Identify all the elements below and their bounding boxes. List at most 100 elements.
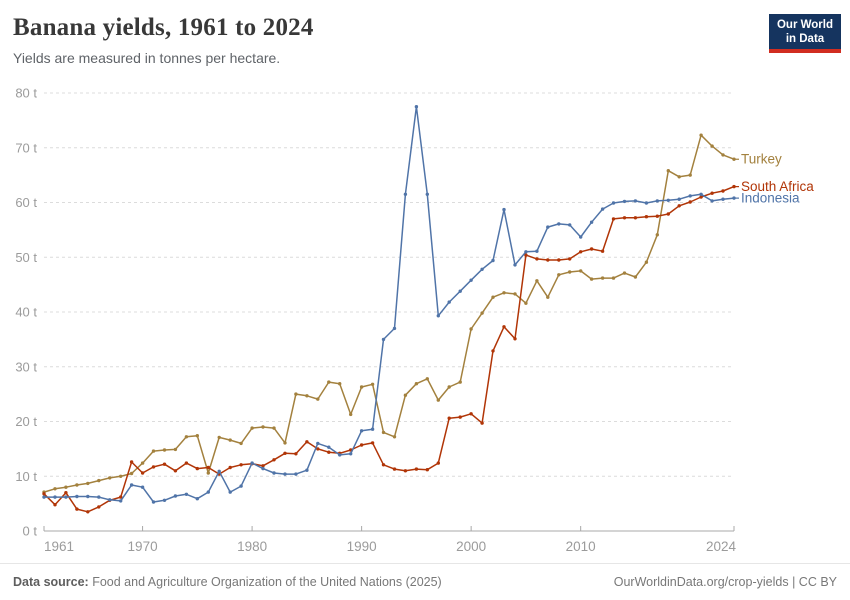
- data-point-south-africa[interactable]: [579, 250, 583, 254]
- data-point-indonesia[interactable]: [338, 453, 342, 457]
- data-point-turkey[interactable]: [568, 270, 572, 274]
- data-point-turkey[interactable]: [381, 430, 386, 435]
- data-point-turkey[interactable]: [316, 397, 320, 401]
- data-point-south-africa[interactable]: [480, 421, 484, 425]
- data-point-indonesia[interactable]: [129, 483, 134, 487]
- data-point-indonesia[interactable]: [392, 326, 397, 331]
- data-point-indonesia[interactable]: [524, 250, 528, 254]
- data-point-south-africa[interactable]: [655, 214, 659, 218]
- data-point-turkey[interactable]: [272, 426, 276, 430]
- data-point-indonesia[interactable]: [469, 278, 473, 282]
- data-point-indonesia[interactable]: [173, 494, 178, 498]
- data-point-turkey[interactable]: [403, 393, 408, 397]
- data-point-south-africa[interactable]: [359, 443, 364, 447]
- data-point-indonesia[interactable]: [622, 199, 627, 204]
- data-point-indonesia[interactable]: [414, 105, 419, 109]
- data-point-turkey[interactable]: [414, 382, 419, 386]
- data-point-turkey[interactable]: [655, 233, 659, 237]
- data-point-turkey[interactable]: [513, 292, 517, 296]
- data-point-south-africa[interactable]: [721, 189, 725, 193]
- data-point-south-africa[interactable]: [677, 204, 681, 208]
- data-point-south-africa[interactable]: [327, 450, 331, 454]
- data-point-indonesia[interactable]: [600, 207, 605, 211]
- data-point-south-africa[interactable]: [688, 200, 692, 204]
- data-point-indonesia[interactable]: [349, 452, 353, 456]
- data-point-south-africa[interactable]: [611, 217, 616, 221]
- data-point-indonesia[interactable]: [546, 225, 550, 229]
- data-point-indonesia[interactable]: [316, 441, 320, 446]
- data-point-indonesia[interactable]: [359, 429, 364, 433]
- data-point-indonesia[interactable]: [655, 199, 659, 203]
- data-point-south-africa[interactable]: [436, 461, 440, 465]
- data-point-turkey[interactable]: [97, 478, 101, 483]
- data-point-indonesia[interactable]: [513, 263, 517, 267]
- data-point-indonesia[interactable]: [589, 220, 594, 224]
- data-point-turkey[interactable]: [677, 175, 681, 179]
- data-point-south-africa[interactable]: [305, 440, 309, 444]
- data-point-south-africa[interactable]: [228, 465, 232, 470]
- data-point-turkey[interactable]: [228, 438, 232, 442]
- data-point-south-africa[interactable]: [140, 471, 145, 475]
- data-point-turkey[interactable]: [502, 291, 506, 295]
- data-point-indonesia[interactable]: [370, 427, 375, 431]
- data-point-indonesia[interactable]: [75, 494, 79, 499]
- data-point-turkey[interactable]: [579, 269, 583, 273]
- data-point-south-africa[interactable]: [710, 191, 714, 195]
- data-point-turkey[interactable]: [195, 434, 199, 438]
- data-point-indonesia[interactable]: [568, 223, 572, 227]
- data-point-south-africa[interactable]: [283, 451, 287, 455]
- data-point-indonesia[interactable]: [699, 192, 703, 196]
- data-point-south-africa[interactable]: [86, 510, 90, 514]
- data-point-turkey[interactable]: [108, 476, 112, 480]
- data-point-indonesia[interactable]: [283, 472, 287, 476]
- data-point-indonesia[interactable]: [86, 494, 90, 499]
- data-point-indonesia[interactable]: [677, 197, 681, 201]
- data-point-indonesia[interactable]: [250, 461, 254, 465]
- data-point-south-africa[interactable]: [568, 257, 572, 261]
- data-point-indonesia[interactable]: [688, 194, 692, 198]
- data-point-indonesia[interactable]: [579, 235, 583, 239]
- data-point-south-africa[interactable]: [425, 468, 429, 472]
- data-point-turkey[interactable]: [535, 279, 539, 283]
- data-point-south-africa[interactable]: [97, 505, 101, 509]
- data-point-indonesia[interactable]: [644, 201, 649, 205]
- data-point-turkey[interactable]: [721, 153, 725, 157]
- data-point-south-africa[interactable]: [75, 507, 79, 511]
- data-point-south-africa[interactable]: [184, 461, 189, 465]
- owid-url-link[interactable]: OurWorldinData.org/crop-yields: [613, 575, 789, 589]
- data-point-south-africa[interactable]: [206, 465, 210, 470]
- data-point-indonesia[interactable]: [272, 471, 276, 475]
- data-point-south-africa[interactable]: [42, 492, 46, 496]
- data-point-indonesia[interactable]: [710, 199, 714, 203]
- data-point-indonesia[interactable]: [403, 192, 408, 196]
- data-point-turkey[interactable]: [370, 382, 375, 386]
- data-point-turkey[interactable]: [53, 487, 57, 491]
- data-point-indonesia[interactable]: [206, 490, 210, 494]
- data-point-turkey[interactable]: [524, 301, 528, 305]
- data-point-turkey[interactable]: [480, 311, 484, 315]
- data-point-indonesia[interactable]: [327, 445, 331, 449]
- data-point-turkey[interactable]: [688, 173, 692, 177]
- data-point-turkey[interactable]: [119, 474, 123, 478]
- data-point-indonesia[interactable]: [633, 199, 638, 203]
- series-end-label-turkey[interactable]: Turkey: [741, 152, 782, 167]
- data-point-turkey[interactable]: [666, 169, 670, 173]
- data-point-turkey[interactable]: [129, 471, 134, 476]
- data-point-south-africa[interactable]: [162, 462, 167, 466]
- data-point-south-africa[interactable]: [403, 469, 408, 473]
- data-point-turkey[interactable]: [491, 295, 495, 299]
- data-point-turkey[interactable]: [217, 435, 221, 440]
- data-point-south-africa[interactable]: [502, 325, 506, 329]
- data-point-turkey[interactable]: [239, 441, 243, 446]
- data-point-turkey[interactable]: [546, 295, 550, 299]
- data-point-south-africa[interactable]: [589, 247, 594, 251]
- series-line-indonesia[interactable]: [44, 105, 735, 503]
- data-point-indonesia[interactable]: [53, 495, 57, 499]
- data-point-turkey[interactable]: [469, 327, 473, 331]
- data-point-indonesia[interactable]: [42, 495, 46, 499]
- data-point-indonesia[interactable]: [721, 197, 725, 201]
- data-point-turkey[interactable]: [327, 380, 331, 384]
- series-end-label-south-africa[interactable]: South Africa: [741, 179, 814, 194]
- data-point-turkey[interactable]: [359, 385, 364, 389]
- data-point-south-africa[interactable]: [272, 458, 276, 462]
